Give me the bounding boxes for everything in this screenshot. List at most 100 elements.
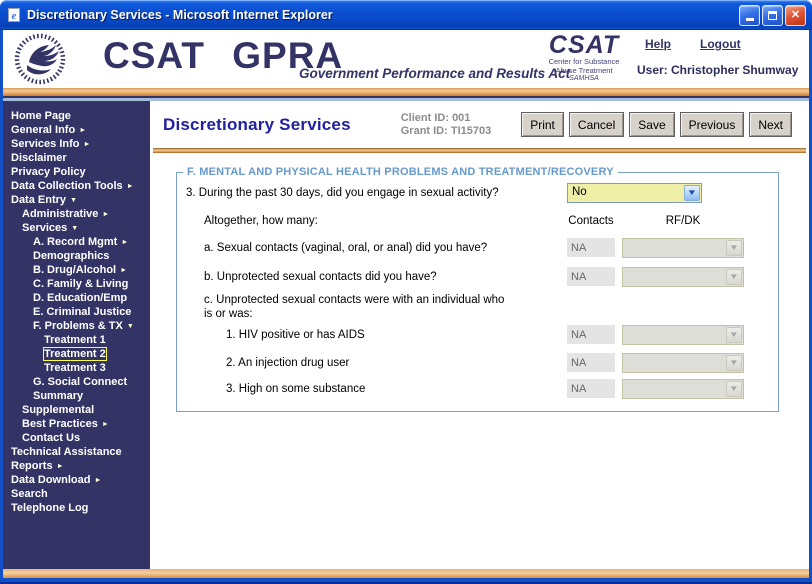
form-row-b: b. Unprotected sexual contacts did you h… [177, 267, 778, 287]
sidebar-item-c-family-living[interactable]: C. Family & Living [3, 277, 150, 291]
brand-tagline: Government Performance and Results Act [299, 66, 571, 81]
arrow-right-icon: ► [120, 267, 128, 274]
svg-text:e: e [12, 10, 17, 22]
sidebar-item-label: Privacy Policy [11, 166, 86, 178]
sidebar-item-privacy-policy[interactable]: Privacy Policy [3, 165, 150, 179]
save-button[interactable]: Save [629, 112, 675, 137]
contacts-column-header: Contacts [568, 215, 614, 227]
row-c-line2: is or was: [204, 308, 253, 320]
contacts-field-a [567, 238, 615, 257]
form-row-a: a. Sexual contacts (vaginal, oral, or an… [177, 238, 778, 258]
rfdk-select-b: ▼ [622, 267, 744, 287]
sidebar-item-e-criminal-justice[interactable]: E. Criminal Justice [3, 305, 150, 319]
sidebar-item-label: Telephone Log [11, 502, 89, 514]
sidebar-item-label: C. Family & Living [33, 278, 129, 290]
close-icon: ✕ [790, 8, 801, 21]
sidebar-item-search[interactable]: Search [3, 487, 150, 501]
row-c1-label: 1. HIV positive or has AIDS [226, 329, 365, 341]
sidebar-item-label: Treatment 1 [44, 334, 106, 346]
titlebar[interactable]: e Discretionary Services - Microsoft Int… [0, 0, 812, 30]
sidebar-item-label: Reports [11, 460, 53, 472]
ie-icon: e [6, 7, 22, 23]
chevron-down-icon: ▼ [728, 243, 740, 252]
sidebar-item-label: E. Criminal Justice [33, 306, 132, 318]
sidebar-item-services-info[interactable]: Services Info ► [3, 137, 150, 151]
sidebar-item-data-collection-tools[interactable]: Data Collection Tools ► [3, 179, 150, 193]
arrow-right-icon: ► [126, 183, 134, 190]
sidebar-item-label: Treatment 2 [43, 347, 107, 361]
sidebar-item-demographics[interactable]: Demographics [3, 249, 150, 263]
sidebar-item-general-info[interactable]: General Info ► [3, 123, 150, 137]
close-button[interactable]: ✕ [785, 4, 806, 26]
sidebar-item-technical-assistance[interactable]: Technical Assistance [3, 445, 150, 459]
row-c-line1: c. Unprotected sexual contacts were with… [204, 294, 505, 306]
user-label: User: Christopher Shumway [637, 63, 799, 77]
sidebar-item-data-download[interactable]: Data Download ► [3, 473, 150, 487]
form-row-c1: 1. HIV positive or has AIDS ▼ [177, 325, 778, 345]
row-a-label: a. Sexual contacts (vaginal, oral, or an… [204, 242, 488, 254]
minimize-icon [745, 18, 754, 21]
rfdk-select-c1: ▼ [622, 325, 744, 345]
header-blue-line [3, 98, 809, 101]
contacts-field-c2 [567, 353, 615, 372]
csat-seal-samhsa: SAMHSA [569, 75, 599, 82]
sidebar-item-treatment-3[interactable]: Treatment 3 [3, 361, 150, 375]
sidebar-item-f-problems-tx[interactable]: F. Problems & TX ▼ [3, 319, 150, 333]
row-c3-label: 3. High on some substance [226, 383, 366, 395]
sidebar-item-label: Summary [33, 390, 84, 402]
row-c2-label: 2. An injection drug user [226, 357, 350, 369]
sidebar-item-a-record-mgmt[interactable]: A. Record Mgmt ► [3, 235, 150, 249]
cancel-button[interactable]: Cancel [568, 112, 625, 137]
maximize-button[interactable] [762, 4, 783, 26]
sidebar-item-label: Data Collection Tools [11, 180, 123, 192]
sidebar-item-data-entry[interactable]: Data Entry ▼ [3, 193, 150, 207]
chevron-down-icon: ▼ [728, 384, 740, 393]
section-f-fieldset: F. MENTAL AND PHYSICAL HEALTH PROBLEMS A… [176, 166, 779, 412]
logout-link[interactable]: Logout [700, 37, 741, 51]
sidebar-item-services[interactable]: Services ▼ [3, 221, 150, 235]
sidebar-item-d-education-emp[interactable]: D. Education/Emp [3, 291, 150, 305]
chevron-down-icon: ▼ [728, 272, 740, 281]
contacts-field-b [567, 267, 615, 286]
dropdown-arrow-button: ▼ [726, 381, 742, 397]
sidebar-item-label: G. Social Connect [33, 376, 128, 388]
contacts-field-c3 [567, 379, 615, 398]
sidebar-item-telephone-log[interactable]: Telephone Log [3, 501, 150, 515]
footer-gold-bar [3, 569, 809, 578]
sidebar-item-b-drug-alcohol[interactable]: B. Drug/Alcohol ► [3, 263, 150, 277]
sidebar-item-label: Data Download [11, 474, 91, 486]
dropdown-arrow-button: ▼ [726, 327, 742, 343]
sidebar-item-treatment-2[interactable]: Treatment 2 [3, 347, 150, 361]
sidebar-item-disclaimer[interactable]: Disclaimer [3, 151, 150, 165]
client-grant-ids: Client ID: 001 Grant ID: TI15703 [401, 112, 491, 138]
sidebar-item-best-practices[interactable]: Best Practices ► [3, 417, 150, 431]
arrow-right-icon: ► [56, 463, 64, 470]
sidebar-item-label: Contact Us [22, 432, 81, 444]
form-row-c3: 3. High on some substance ▼ [177, 379, 778, 399]
sidebar-item-treatment-1[interactable]: Treatment 1 [3, 333, 150, 347]
sidebar-item-reports[interactable]: Reports ► [3, 459, 150, 473]
next-button[interactable]: Next [749, 112, 792, 137]
arrow-down-icon: ▼ [70, 197, 77, 204]
header-gold-divider [3, 88, 809, 96]
sidebar-item-home-page[interactable]: Home Page [3, 109, 150, 123]
sidebar-item-administrative[interactable]: Administrative ► [3, 207, 150, 221]
sidebar-item-contact-us[interactable]: Contact Us [3, 431, 150, 445]
sidebar-item-supplemental[interactable]: Supplemental [3, 403, 150, 417]
rfdk-select-c3: ▼ [622, 379, 744, 399]
chevron-down-icon: ▼ [728, 330, 740, 339]
arrow-right-icon: ► [121, 239, 129, 246]
sidebar-item-g-social-connect[interactable]: G. Social Connect [3, 375, 150, 389]
sidebar-item-summary[interactable]: Summary [3, 389, 150, 403]
sidebar-item-label: Demographics [33, 250, 110, 262]
sexual-activity-select[interactable]: No ▼ [567, 183, 702, 203]
sidebar-item-label: Treatment 3 [44, 362, 106, 374]
previous-button[interactable]: Previous [679, 112, 745, 137]
minimize-button[interactable] [739, 4, 760, 26]
hhs-eagle-icon [13, 32, 67, 91]
help-link[interactable]: Help [645, 37, 672, 51]
print-button[interactable]: Print [521, 112, 564, 137]
rfdk-select-c2: ▼ [622, 353, 744, 373]
brand-logo: CSAT GPRA [103, 35, 344, 76]
